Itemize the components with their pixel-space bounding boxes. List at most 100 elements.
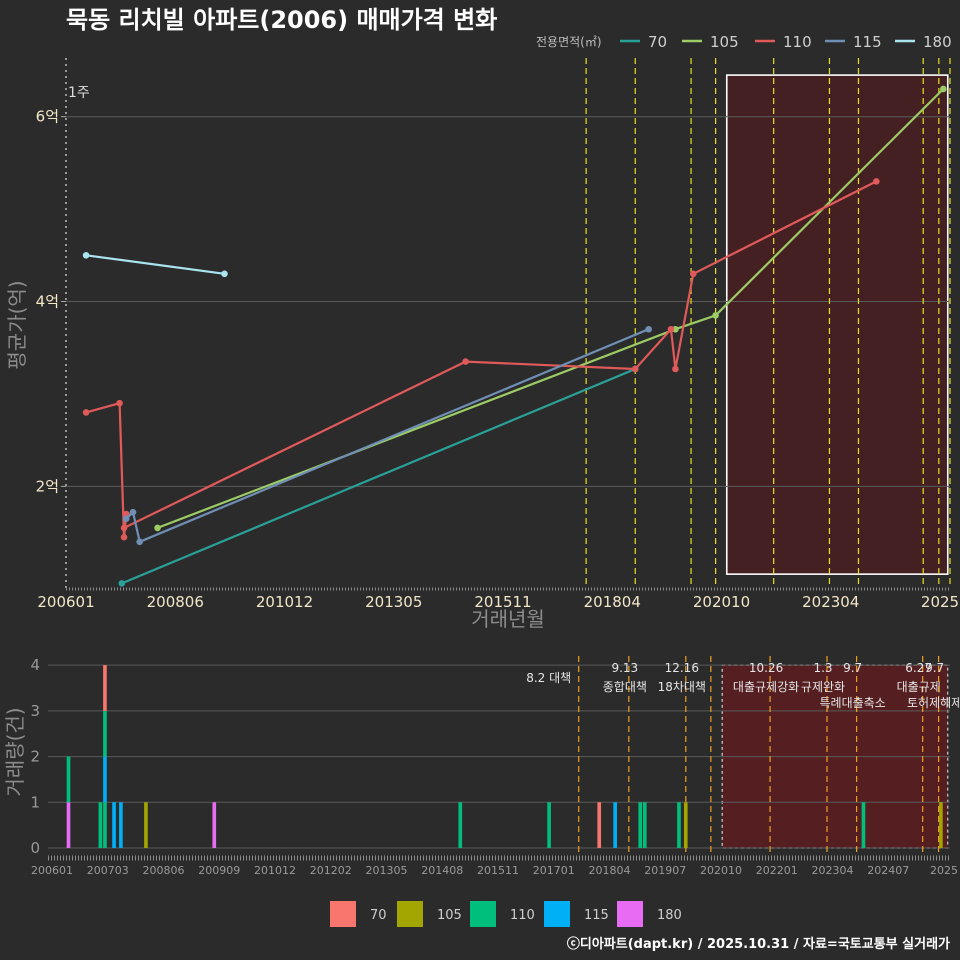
series-point-110	[116, 399, 123, 407]
bar-segment-180	[212, 802, 217, 848]
event-date: 9.7	[843, 661, 862, 675]
x-axis-title: 거래년월	[471, 607, 545, 631]
x-tick-label: 201804	[589, 864, 631, 877]
x-tick-label: 2025	[930, 864, 958, 877]
bar-segment-110	[103, 710, 107, 757]
bar-segment-115	[112, 802, 116, 848]
bar-segment-70	[597, 802, 602, 848]
bar-segment-105	[939, 802, 943, 848]
y-tick-label: 6억	[36, 108, 59, 126]
x-tick-label: 201701	[533, 864, 575, 877]
series-point-105	[940, 85, 947, 93]
bar-segment-105	[144, 802, 148, 848]
series-point-110	[82, 409, 90, 416]
series-point-105	[154, 524, 161, 532]
x-tick-label: 200806	[147, 593, 204, 611]
series-point-70	[118, 580, 126, 587]
bar-segment-110	[861, 802, 866, 848]
legend-title: 전용면적(㎡)	[536, 35, 602, 49]
x-tick-label: 201907	[644, 864, 686, 877]
credit-text: ⓒ디아파트(dapt.kr) / 2025.10.31 / 자료=국토교통부 실…	[567, 936, 950, 952]
x-tick-label: 201408	[421, 864, 463, 877]
legend-label-110: 110	[783, 33, 812, 51]
chart-title: 묵동 리치빌 아파트(2006) 매매가격 변화	[66, 6, 497, 34]
series-line-115	[125, 328, 650, 544]
legend-label-115: 115	[853, 33, 882, 51]
x-tick-label: 201305	[365, 593, 422, 611]
legend-swatch-180	[617, 901, 643, 927]
legend-label-115: 115	[584, 908, 609, 923]
x-tick-label: 201012	[254, 864, 296, 877]
event-name: 대출규제강화	[733, 680, 799, 694]
bar-segment-115	[613, 802, 617, 848]
y-tick-label: 2	[30, 748, 40, 766]
legend-swatch-105	[397, 901, 423, 927]
bar-segment-110	[638, 802, 643, 848]
legend-swatch-110	[470, 901, 496, 927]
series-point-110	[689, 270, 697, 278]
series-point-110	[631, 365, 639, 373]
bar-segment-105	[683, 802, 688, 848]
legend-label-70: 70	[370, 908, 387, 923]
bar-segment-110	[642, 802, 647, 848]
legend-label-105: 105	[710, 33, 739, 51]
x-tick-label: 202010	[700, 864, 742, 877]
bar-segment-110	[677, 802, 681, 848]
x-tick-label: 200806	[143, 864, 185, 877]
event-date: 10.26	[749, 661, 783, 675]
bar-segment-115	[103, 756, 107, 803]
x-tick-label: 200601	[37, 593, 94, 611]
legend-swatch-115	[544, 901, 570, 927]
y-tick-label: 4	[30, 656, 40, 674]
top-legend: 전용면적(㎡) 70 105 110 115 180	[536, 33, 952, 51]
y-tick-label: 1	[30, 793, 40, 811]
series-point-110	[672, 365, 679, 373]
y-axis-title: 거래량(건)	[3, 707, 27, 796]
x-tick-label: 202407	[867, 864, 909, 877]
x-tick-label: 202010	[693, 593, 750, 611]
series-point-115	[136, 538, 143, 546]
y-tick-label: 2억	[36, 477, 59, 495]
series-point-110	[462, 358, 469, 365]
y-tick-label: 0	[30, 839, 40, 857]
x-tick-label: 201012	[256, 593, 313, 611]
legend-label-105: 105	[437, 908, 462, 923]
bar-segment-110	[66, 756, 71, 803]
series-point-110	[667, 325, 675, 333]
volume-bar-panel: 0 1 2 3 4 8.2 대책 9.13 종합대책 12.16 18차대책 10.26 대출규제강화…	[3, 656, 960, 877]
bar-segment-115	[119, 802, 123, 848]
bottom-legend: 70 105 110 115 180	[330, 901, 682, 927]
x-tick-label: 201511	[474, 593, 531, 611]
event-name: 토허제해제	[907, 696, 960, 710]
series-point-115	[129, 508, 137, 516]
x-tick-label: 201804	[584, 593, 641, 611]
x-tick-label: 202304	[812, 864, 854, 877]
price-line-panel: 2억 4억 6억 1주 200601 200806 201012 201305 201511 20…	[5, 58, 959, 631]
bar-segment-180	[66, 802, 71, 848]
event-name: 종합대책	[603, 679, 647, 694]
legend-swatch-70	[330, 901, 356, 927]
x-tick-label: 2025	[921, 593, 959, 611]
bar-segment-110	[458, 802, 463, 848]
legend-label-110: 110	[510, 908, 535, 923]
x-tick-label: 202201	[756, 864, 798, 877]
legend-label-70: 70	[648, 33, 667, 51]
event-date: 9.13	[611, 661, 638, 675]
series-point-115	[645, 325, 652, 333]
y-tick-label: 3	[30, 702, 40, 720]
event-date: 6.27	[905, 661, 932, 675]
x-tick-label: 200909	[198, 864, 240, 877]
series-point-110	[120, 533, 128, 541]
legend-label-180: 180	[923, 33, 952, 51]
x-tick-label: 200601	[31, 864, 73, 877]
series-line-180	[85, 254, 225, 275]
y-axis-title: 평균가(억)	[5, 280, 29, 369]
x-tick-label: 201305	[366, 864, 408, 877]
event-name: 대출규제	[897, 680, 941, 694]
series-point-110	[873, 178, 880, 185]
series-point-105	[712, 312, 719, 319]
series-line-70	[121, 367, 636, 585]
y-tick-label: 4억	[36, 293, 59, 311]
